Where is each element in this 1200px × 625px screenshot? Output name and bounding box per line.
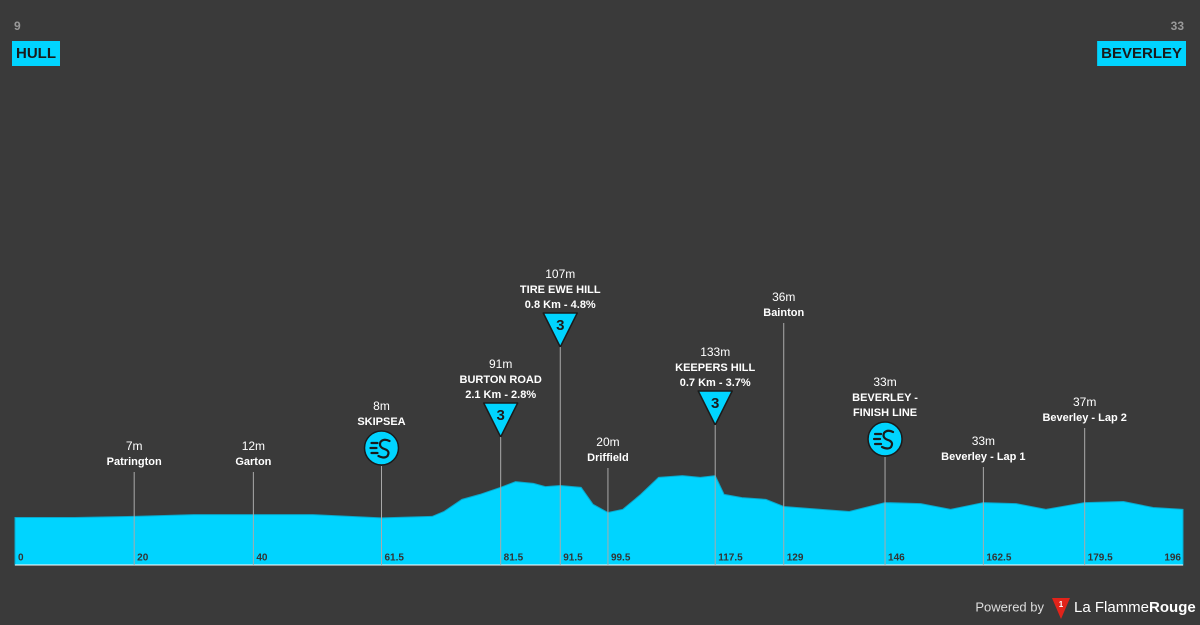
finish-box xyxy=(1097,41,1186,66)
brand: La FlammeRouge xyxy=(1074,599,1196,616)
start-elevation: 9 xyxy=(14,19,21,33)
waypoint-elevation: 91m xyxy=(489,357,512,371)
waypoint-name: FINISH LINE xyxy=(853,407,917,419)
waypoint-elevation: 20m xyxy=(596,435,619,449)
waypoint-elevation: 133m xyxy=(700,345,730,359)
powered-by: Powered by xyxy=(975,599,1044,614)
x-tick-label: 91.5 xyxy=(563,553,583,564)
waypoint-name: BURTON ROAD xyxy=(460,374,542,386)
waypoint-name: Bainton xyxy=(763,307,804,319)
start-box xyxy=(12,41,60,66)
waypoint-name: BEVERLEY - xyxy=(852,392,918,404)
x-tick-label: 146 xyxy=(888,553,905,564)
waypoint-name: KEEPERS HILL xyxy=(675,362,755,374)
waypoint-elevation: 7m xyxy=(126,439,143,453)
x-tick-label: 117.5 xyxy=(718,553,743,564)
waypoint-name: Beverley - Lap 2 xyxy=(1042,412,1126,424)
waypoint-elevation: 12m xyxy=(242,439,265,453)
climb-info: 0.8 Km - 4.8% xyxy=(525,299,596,311)
finish-name: BEVERLEY xyxy=(1101,45,1182,62)
waypoint-name: Garton xyxy=(235,456,271,468)
finish-elevation: 33 xyxy=(1171,19,1185,33)
brand-a: La Flamme xyxy=(1074,599,1149,616)
climb-info: 2.1 Km - 2.8% xyxy=(465,389,536,401)
waypoint-name: Driffield xyxy=(587,452,629,464)
x-tick-label: 99.5 xyxy=(611,553,631,564)
climb-info: 0.7 Km - 3.7% xyxy=(680,377,751,389)
waypoint-name: TIRE EWE HILL xyxy=(520,284,601,296)
x-tick-label: 20 xyxy=(137,553,149,564)
waypoint-elevation: 33m xyxy=(873,375,896,389)
brand-b: Rouge xyxy=(1149,599,1196,616)
waypoint-elevation: 8m xyxy=(373,399,390,413)
x-tick-label: 129 xyxy=(787,553,804,564)
sprint-glyph xyxy=(872,429,895,450)
waypoint-elevation: 37m xyxy=(1073,395,1096,409)
waypoint-elevation: 36m xyxy=(772,290,795,304)
start-name: HULL xyxy=(16,45,56,62)
waypoint-name: Patrington xyxy=(107,456,162,468)
x-tick-label: 162.5 xyxy=(986,553,1011,564)
logo-mark xyxy=(1052,598,1070,619)
kom-icon xyxy=(482,402,519,438)
waypoint-elevation: 33m xyxy=(972,434,995,448)
sprint-glyph xyxy=(369,438,391,459)
kom-category: 3 xyxy=(711,395,719,412)
profile-area xyxy=(14,475,1184,566)
x-tick-label: 61.5 xyxy=(384,553,404,564)
kom-icon xyxy=(542,312,579,348)
x-tick-label: 81.5 xyxy=(504,553,524,564)
x-tick-label: 196 xyxy=(1164,553,1181,564)
kom-category: 3 xyxy=(497,407,505,424)
x-tick-label: 40 xyxy=(256,553,268,564)
x-tick-label: 0 xyxy=(18,553,24,564)
kom-icon xyxy=(697,390,733,426)
logo-number: 1 xyxy=(1059,600,1064,609)
kom-category: 3 xyxy=(556,317,564,334)
waypoint-name: Beverley - Lap 1 xyxy=(941,451,1025,463)
x-tick-label: 179.5 xyxy=(1088,553,1113,564)
waypoint-name: SKIPSEA xyxy=(357,416,405,428)
waypoint-elevation: 107m xyxy=(545,267,575,281)
